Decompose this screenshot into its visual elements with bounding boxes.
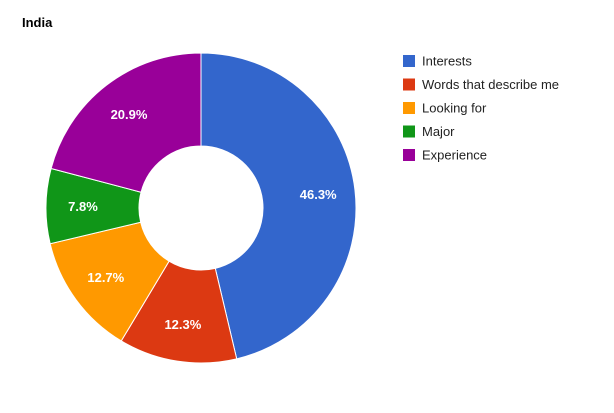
legend-label-looking-for: Looking for [422,101,487,116]
slice-interests[interactable] [200,52,357,360]
slice-label-major: 7.8% [68,199,98,214]
chart-title: India [22,15,53,30]
legend-swatch-words-that-describe-me [403,78,415,91]
slice-labels-group: 46.3% 12.3% 12.7% 7.8% 20.9% [68,107,337,332]
slice-label-interests: 46.3% [300,187,337,202]
legend: Interests Words that describe me Looking f… [403,54,559,163]
legend-swatch-interests [403,55,415,67]
legend-swatch-looking-for [403,102,415,114]
slice-label-looking-for: 12.7% [87,270,124,285]
legend-label-major: Major [422,124,455,139]
legend-item-major[interactable]: Major [403,124,455,139]
legend-item-experience[interactable]: Experience [403,148,487,163]
legend-label-interests: Interests [422,54,472,69]
legend-label-experience: Experience [422,148,487,163]
legend-label-words-that-describe-me: Words that describe me [422,77,559,92]
slice-experience[interactable] [50,52,202,193]
slices-group [45,52,357,364]
legend-item-interests[interactable]: Interests [403,54,472,69]
slice-label-experience: 20.9% [111,107,148,122]
slice-label-words-that-describe-me: 12.3% [164,317,201,332]
legend-item-words-that-describe-me[interactable]: Words that describe me [403,77,559,92]
legend-swatch-major [403,125,415,138]
legend-item-looking-for[interactable]: Looking for [403,101,487,116]
legend-swatch-experience [403,149,415,161]
